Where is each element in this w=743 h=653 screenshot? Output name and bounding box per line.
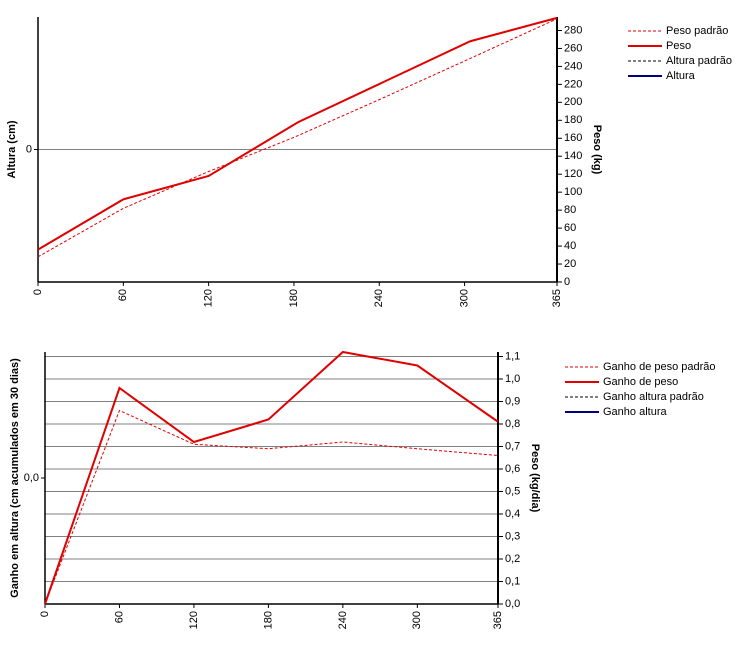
y2-tick-label: 60 xyxy=(564,222,576,234)
legend-label: Altura padrão xyxy=(666,55,732,67)
y-tick-label: 0,0 xyxy=(24,472,39,484)
x-tick-label: 60 xyxy=(113,611,125,623)
x-tick-label: 0 xyxy=(32,289,44,295)
y2-tick-label: 140 xyxy=(564,150,582,162)
legend-label: Ganho altura padrão xyxy=(603,391,704,403)
y2-tick-label: 20 xyxy=(564,258,576,270)
y2-tick-label: 1,1 xyxy=(505,350,520,362)
y2-tick-label: 0,6 xyxy=(505,463,520,475)
legend-label: Ganho altura xyxy=(603,406,667,418)
y2-tick-label: 100 xyxy=(564,186,582,198)
y2-tick-label: 280 xyxy=(564,24,582,36)
y2-tick-label: 160 xyxy=(564,132,582,144)
y2-tick-label: 0,3 xyxy=(505,530,520,542)
y2-tick-label: 0,4 xyxy=(505,508,520,520)
y2-tick-label: 0,7 xyxy=(505,440,520,452)
y2-tick-label: 0,5 xyxy=(505,485,520,497)
x-tick-label: 180 xyxy=(262,611,274,629)
y2-tick-label: 220 xyxy=(564,78,582,90)
series-line xyxy=(37,18,558,258)
y-axis-title: Altura (cm) xyxy=(6,120,18,178)
y2-axis-title: Peso (kg/dia) xyxy=(529,444,541,513)
y2-tick-label: 80 xyxy=(564,204,576,216)
legend-label: Peso xyxy=(666,40,691,52)
x-tick-label: 120 xyxy=(203,289,215,307)
y2-tick-label: 260 xyxy=(564,42,582,54)
x-tick-label: 365 xyxy=(551,289,563,307)
y-tick-label: 0 xyxy=(26,143,32,155)
y2-tick-label: 0,9 xyxy=(505,395,520,407)
x-tick-label: 120 xyxy=(188,611,200,629)
x-tick-label: 300 xyxy=(411,611,423,629)
y2-tick-label: 0 xyxy=(564,276,570,288)
series-line xyxy=(37,16,558,251)
y2-tick-label: 180 xyxy=(564,114,582,126)
x-tick-label: 0 xyxy=(39,611,51,617)
x-tick-label: 365 xyxy=(492,611,504,629)
legend-label: Peso padrão xyxy=(666,25,728,37)
y2-tick-label: 0,8 xyxy=(505,418,520,430)
x-tick-label: 240 xyxy=(373,289,385,307)
y2-tick-label: 0,0 xyxy=(505,598,520,610)
x-tick-label: 240 xyxy=(337,611,349,629)
y2-axis-title: Peso (kg) xyxy=(591,125,603,175)
series-line xyxy=(44,350,499,605)
y2-tick-label: 120 xyxy=(564,168,582,180)
legend-label: Ganho de peso padrão xyxy=(603,361,716,373)
x-tick-label: 300 xyxy=(458,289,470,307)
series-line xyxy=(44,409,499,605)
x-tick-label: 180 xyxy=(288,289,300,307)
y2-tick-label: 240 xyxy=(564,60,582,72)
y2-tick-label: 40 xyxy=(564,240,576,252)
x-tick-label: 60 xyxy=(117,289,129,301)
y-axis-title: Ganho em altura (cm acumulados em 30 dia… xyxy=(9,358,21,598)
legend-label: Altura xyxy=(666,70,696,82)
y2-tick-label: 0,1 xyxy=(505,575,520,587)
y2-tick-label: 0,2 xyxy=(505,553,520,565)
y2-tick-label: 200 xyxy=(564,96,582,108)
legend-label: Ganho de peso xyxy=(603,376,678,388)
y2-tick-label: 1,0 xyxy=(505,373,520,385)
